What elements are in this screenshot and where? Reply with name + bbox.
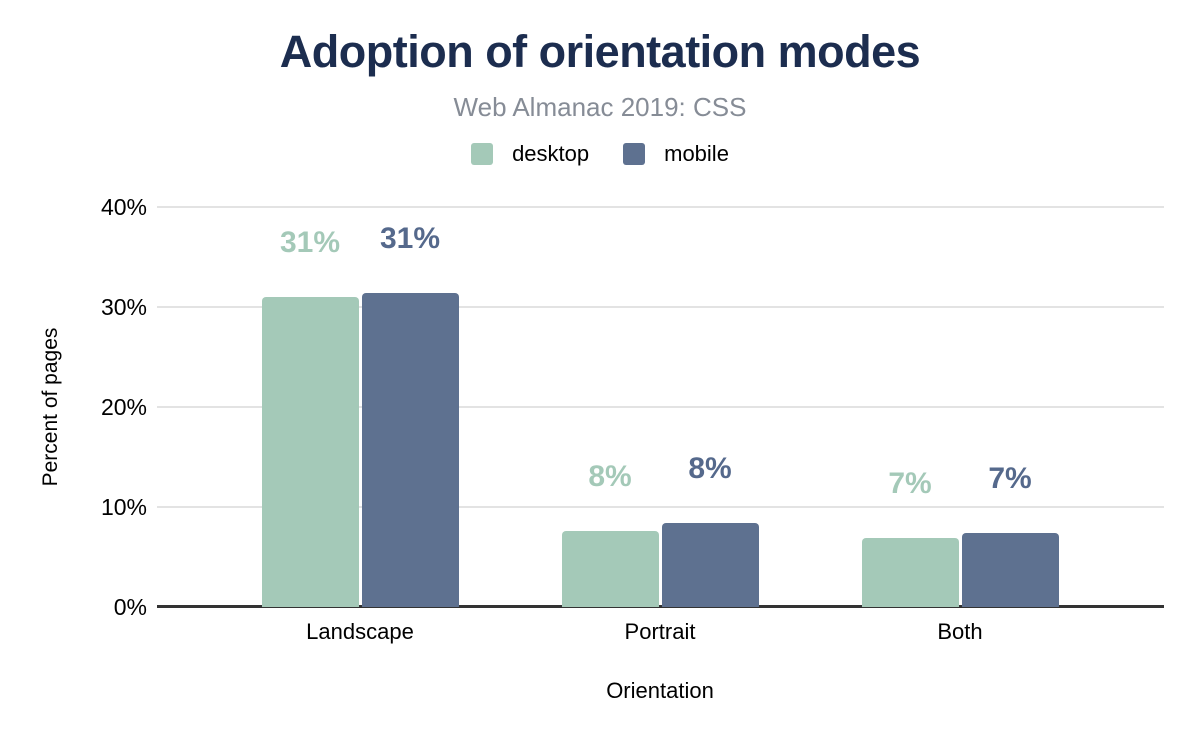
bar-desktop-both bbox=[861, 538, 959, 607]
chart-title: Adoption of orientation modes bbox=[279, 26, 921, 77]
y-tick-label-10%: 10% bbox=[100, 494, 147, 520]
legend-swatch-desktop-icon bbox=[471, 143, 494, 165]
bar-value-label-mobile-portrait: 8% bbox=[688, 452, 732, 485]
category-label-both: Both bbox=[937, 619, 983, 644]
bar-mobile-both bbox=[961, 533, 1059, 607]
gridline-30% bbox=[157, 306, 1164, 308]
bar-value-label-desktop-landscape: 31% bbox=[279, 226, 341, 259]
bar-value-label-desktop-both: 7% bbox=[888, 467, 932, 500]
bar-mobile-landscape bbox=[361, 293, 459, 607]
legend-label-mobile: mobile bbox=[664, 141, 729, 166]
chart-subtitle: Web Almanac 2019: CSS bbox=[453, 92, 747, 122]
x-axis-title: Orientation bbox=[606, 678, 714, 703]
category-label-landscape: Landscape bbox=[306, 619, 414, 644]
y-tick-label-20%: 20% bbox=[100, 394, 147, 420]
gridline-20% bbox=[157, 406, 1164, 408]
legend-label-desktop: desktop bbox=[512, 141, 590, 166]
category-label-portrait: Portrait bbox=[624, 619, 696, 644]
bar-value-label-mobile-landscape: 31% bbox=[379, 222, 441, 255]
chart-legend: desktop mobile bbox=[0, 141, 1200, 167]
legend-item-mobile: mobile bbox=[623, 141, 729, 167]
gridline-40% bbox=[157, 206, 1164, 208]
x-axis-line bbox=[157, 605, 1164, 608]
bar-mobile-portrait bbox=[661, 523, 759, 607]
bar-value-label-desktop-portrait: 8% bbox=[588, 460, 632, 493]
bar-desktop-landscape bbox=[261, 297, 359, 607]
legend-item-desktop: desktop bbox=[471, 141, 589, 167]
gridline-10% bbox=[157, 506, 1164, 508]
legend-swatch-mobile-icon bbox=[623, 143, 646, 165]
y-tick-label-0%: 0% bbox=[113, 594, 147, 620]
y-tick-label-30%: 30% bbox=[100, 294, 147, 320]
y-tick-label-40%: 40% bbox=[100, 194, 147, 220]
bar-value-label-mobile-both: 7% bbox=[988, 462, 1032, 495]
bar-desktop-portrait bbox=[561, 531, 659, 607]
